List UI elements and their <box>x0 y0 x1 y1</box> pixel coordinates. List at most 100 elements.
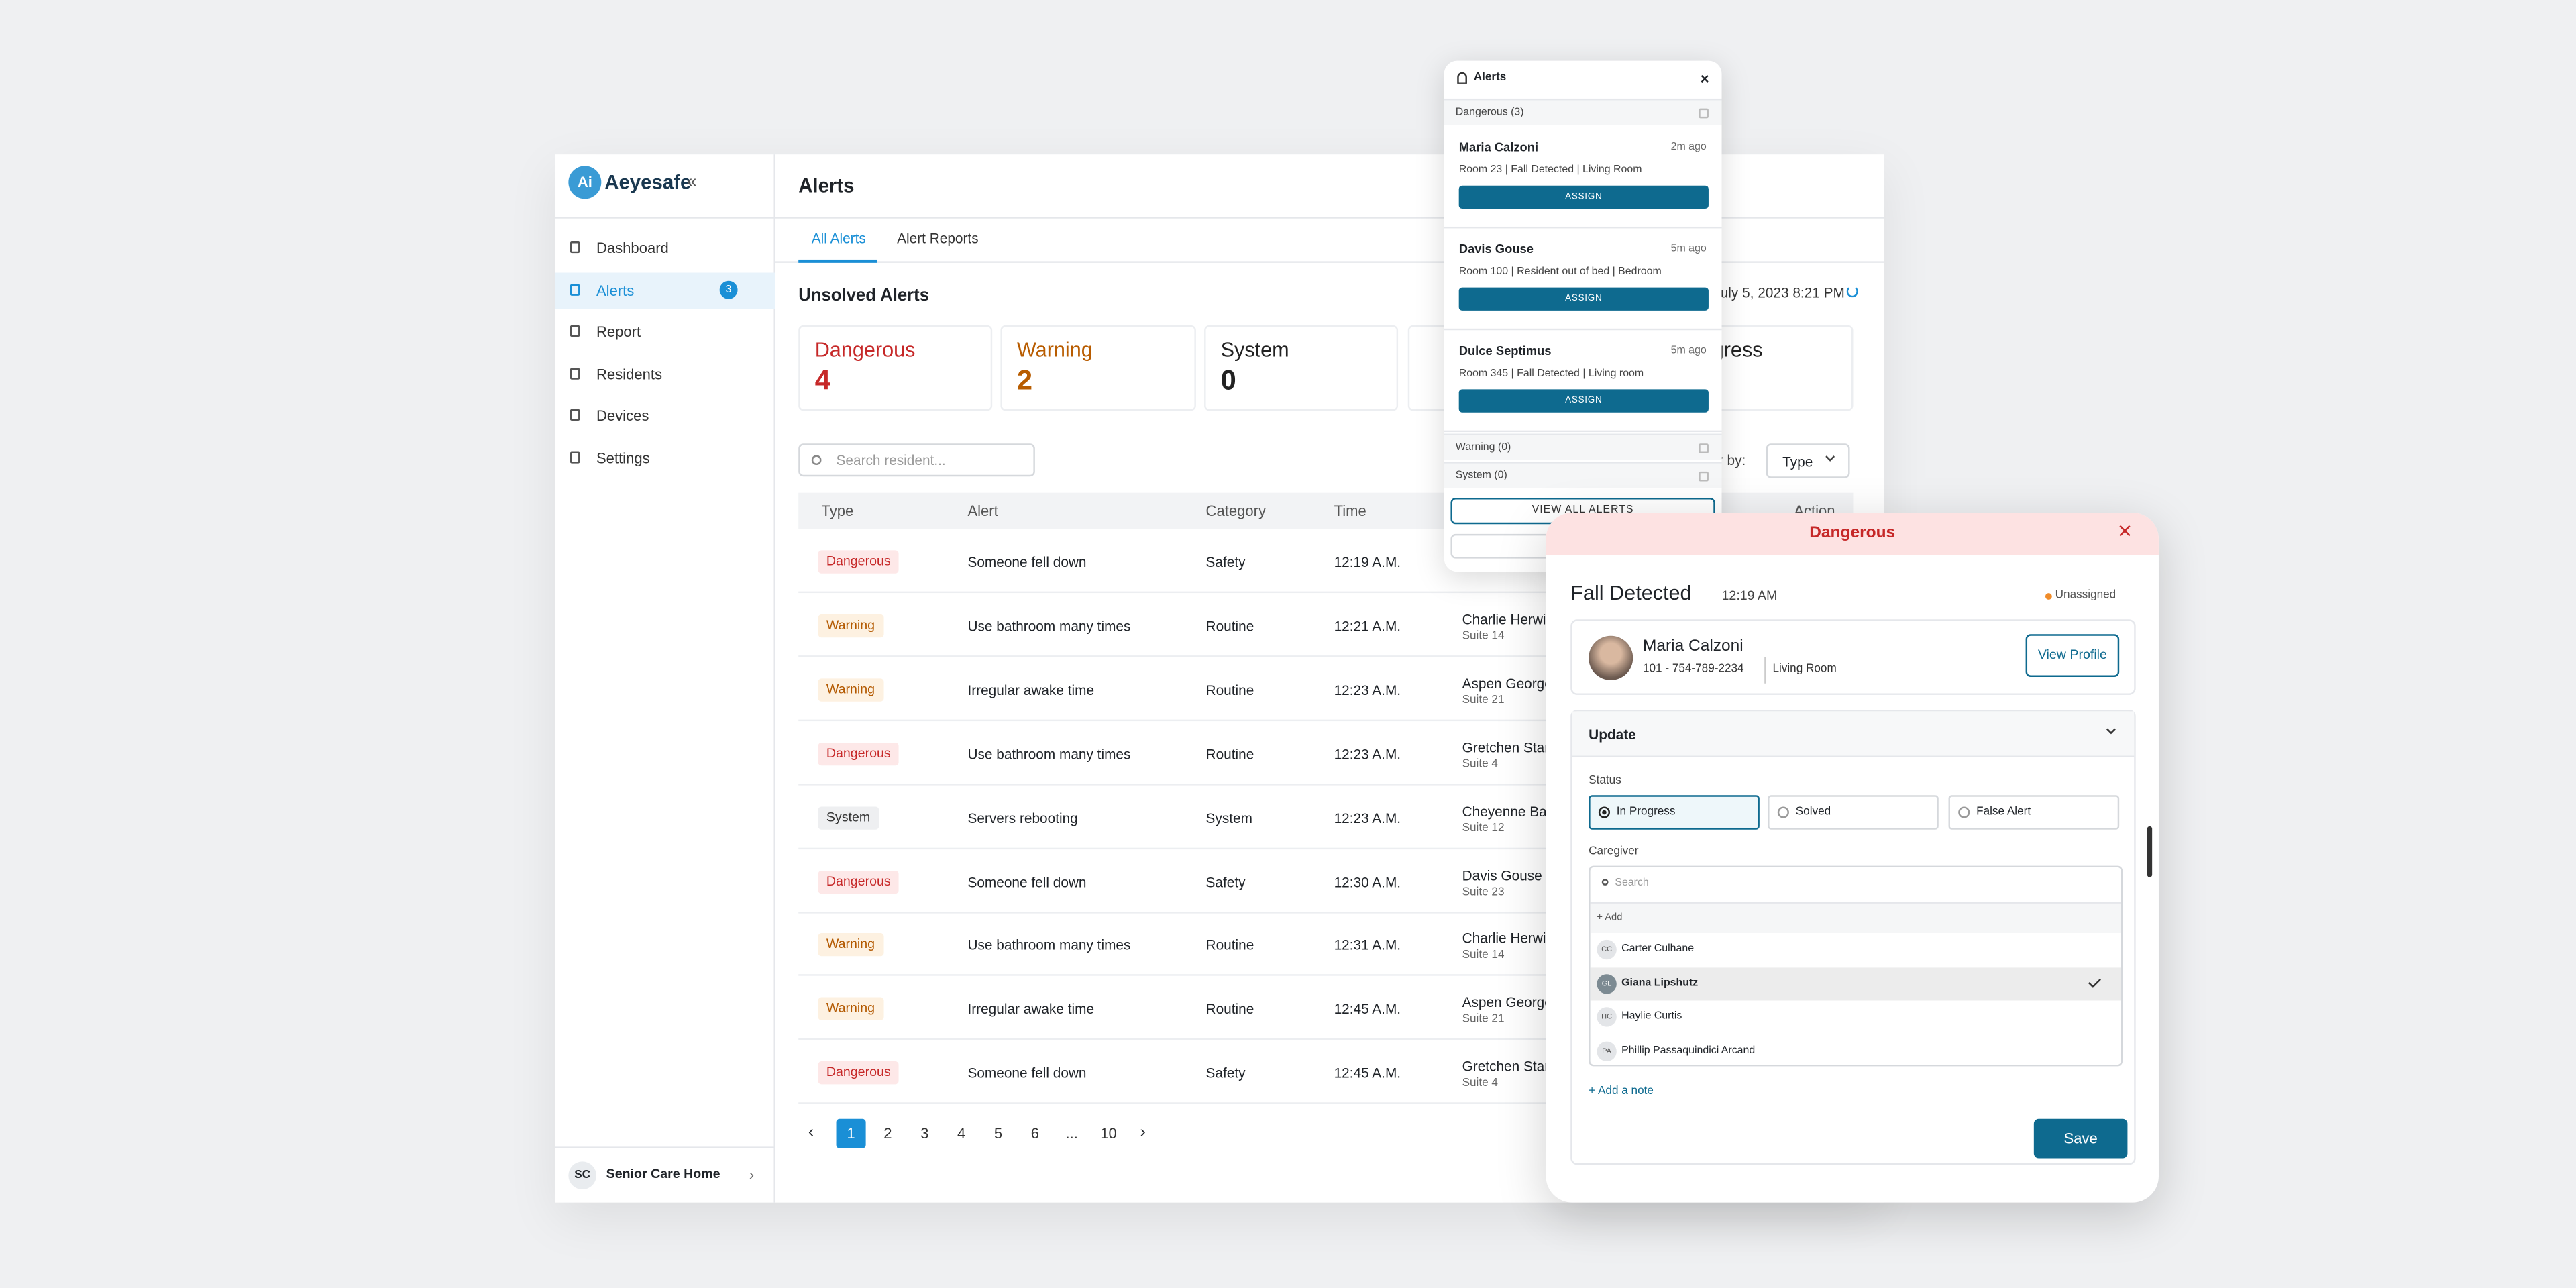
caregiver-row[interactable]: PA Phillip Passaquindici Arcand <box>1591 1034 2121 1065</box>
tab[interactable]: Alert Reports <box>897 229 979 247</box>
collapse-icon[interactable]: « <box>686 172 697 193</box>
divider <box>775 261 1884 263</box>
page-title: Alerts <box>798 174 855 197</box>
status-option[interactable]: False Alert <box>1948 795 2120 830</box>
page-prev[interactable]: ‹ <box>808 1124 814 1142</box>
alert-ago: 2m ago <box>1670 141 1707 153</box>
group-header[interactable]: Dangerous (3) <box>1444 98 1722 125</box>
group-header[interactable]: System (0) <box>1444 462 1722 488</box>
modal-close[interactable]: × <box>2117 517 2133 546</box>
alert-name: Dulce Septimus <box>1458 343 1552 358</box>
page-button[interactable]: ... <box>1065 1125 1078 1142</box>
table-row[interactable]: Dangerous Someone fell down Safety 12:45 A.… <box>798 1040 1854 1105</box>
add-note[interactable]: + Add a note <box>1589 1085 1654 1097</box>
alert-text: Someone fell down <box>967 873 1087 890</box>
resident-suite: Suite 23 <box>1462 886 1505 898</box>
caregiver-row[interactable]: HC Haylie Curtis <box>1591 1000 2121 1033</box>
resident-name: Gretchen Stan <box>1462 1058 1552 1075</box>
caregiver-row[interactable]: CC Carter Culhane <box>1591 933 2121 966</box>
category: Routine <box>1205 617 1254 635</box>
caregiver-avatar: GL <box>1597 973 1617 994</box>
nav-badge: 3 <box>719 280 738 299</box>
divider <box>1590 902 2121 904</box>
search-icon <box>1601 879 1609 886</box>
status-option[interactable]: Solved <box>1768 795 1939 830</box>
table-row[interactable]: Dangerous Use bathroom many times Routine 1… <box>798 720 1854 785</box>
nav-item[interactable]: Devices <box>555 398 775 434</box>
status-dot <box>2045 593 2052 600</box>
category: Safety <box>1205 1065 1246 1081</box>
nav-item[interactable]: Alerts 3 <box>555 272 775 309</box>
category: Routine <box>1205 1001 1254 1018</box>
nav-item[interactable]: Dashboard <box>555 230 775 266</box>
resident-suite: Suite 4 <box>1462 1077 1498 1090</box>
caregiver-add[interactable]: + Add <box>1597 913 1623 924</box>
refresh-icon[interactable] <box>1846 286 1858 298</box>
alert-item: Dulce Septimus 5m ago Room 345 | Fall Dete… <box>1444 330 1722 433</box>
table-row[interactable]: Warning Use bathroom many times Routine 12:… <box>798 593 1854 657</box>
page-button[interactable]: 6 <box>1030 1125 1039 1142</box>
nav-label: Alerts <box>596 282 635 299</box>
footer-chevron[interactable]: › <box>749 1166 755 1183</box>
nav-icon <box>570 409 580 421</box>
table-row[interactable]: Warning Irregular awake time Routine 12:45 … <box>798 976 1854 1040</box>
page-button[interactable]: 2 <box>883 1125 892 1142</box>
tab[interactable]: All Alerts <box>811 229 866 247</box>
page-button[interactable]: 10 <box>1100 1125 1117 1142</box>
sidebar: Ai Aeyesafe « Dashboard Alerts 3 Report Residen… <box>555 154 775 1203</box>
page-button[interactable]: 3 <box>920 1125 929 1142</box>
caregiver-name: Carter Culhane <box>1621 943 1695 955</box>
filter-select[interactable]: Type <box>1766 443 1850 478</box>
alert-detail: Room 100 | Resident out of bed | Bedroom <box>1458 266 1662 278</box>
caregiver-row[interactable]: GL Giana Lipshutz <box>1590 967 2121 1000</box>
time: 12:45 A.M. <box>1334 1001 1401 1018</box>
nav-item[interactable]: Report <box>555 314 775 350</box>
nav-item[interactable]: Settings <box>555 439 775 476</box>
caregiver-label: Caregiver <box>1589 846 1639 858</box>
time: 12:23 A.M. <box>1334 809 1401 826</box>
table-row[interactable]: Warning Use bathroom many times Routine 12:… <box>798 912 1854 977</box>
logo-mark: Ai <box>568 166 602 199</box>
popup-close[interactable]: × <box>1700 70 1709 87</box>
resident-name: Aspen George <box>1462 675 1552 692</box>
caregiver-name: Giana Lipshutz <box>1621 976 1699 989</box>
tab-underline <box>798 259 877 263</box>
assign-button[interactable]: ASSIGN <box>1458 185 1709 209</box>
resident-name: Cheyenne Bat <box>1462 802 1551 820</box>
view-profile-button[interactable]: View Profile <box>2025 634 2120 677</box>
page-button[interactable]: 5 <box>994 1125 1003 1142</box>
resident-suite: Suite 14 <box>1462 950 1505 962</box>
nav-item[interactable]: Residents <box>555 356 775 392</box>
alerts-popup: Alerts × Dangerous (3) Maria Calzoni 2m ago R… <box>1444 60 1722 572</box>
event-time: 12:19 AM <box>1721 588 1778 603</box>
table-row[interactable]: System Servers rebooting System 12:23 A.M. C… <box>798 785 1854 849</box>
scrollbar <box>2147 826 2153 877</box>
search-input[interactable]: Search resident... <box>798 443 1035 477</box>
table-row[interactable]: Dangerous Someone fell down Safety 12:19 A.… <box>798 529 1854 594</box>
stat-card: Warning 2 <box>1000 325 1196 411</box>
search-placeholder: Search resident... <box>836 451 946 468</box>
alert-name: Davis Gouse <box>1458 241 1534 257</box>
add-band <box>1590 903 2121 934</box>
table-row[interactable]: Warning Irregular awake time Routine 12:23 … <box>798 657 1854 721</box>
page-next[interactable]: › <box>1140 1124 1146 1142</box>
status-option[interactable]: In Progress <box>1589 795 1760 830</box>
table-row[interactable]: Dangerous Someone fell down Safety 12:30 A.… <box>798 849 1854 913</box>
alert-text: Use bathroom many times <box>967 745 1131 762</box>
assign-button[interactable]: ASSIGN <box>1458 389 1709 413</box>
save-button[interactable]: Save <box>2033 1118 2128 1159</box>
column-header: Time <box>1334 502 1366 519</box>
page-button[interactable]: 4 <box>957 1125 966 1142</box>
page-button[interactable]: 1 <box>836 1118 866 1148</box>
assign-button[interactable]: ASSIGN <box>1458 287 1709 311</box>
time: 12:45 A.M. <box>1334 1065 1401 1081</box>
category: Routine <box>1205 681 1254 698</box>
resident-name: Charlie Herwit <box>1462 610 1550 628</box>
alert-text: Servers rebooting <box>967 809 1078 826</box>
nav-icon <box>570 325 580 337</box>
resident-name: Davis Gouse <box>1462 866 1542 883</box>
radio <box>1958 806 1970 818</box>
alert-detail: Room 23 | Fall Detected | Living Room <box>1458 164 1642 176</box>
group-header[interactable]: Warning (0) <box>1444 433 1722 460</box>
